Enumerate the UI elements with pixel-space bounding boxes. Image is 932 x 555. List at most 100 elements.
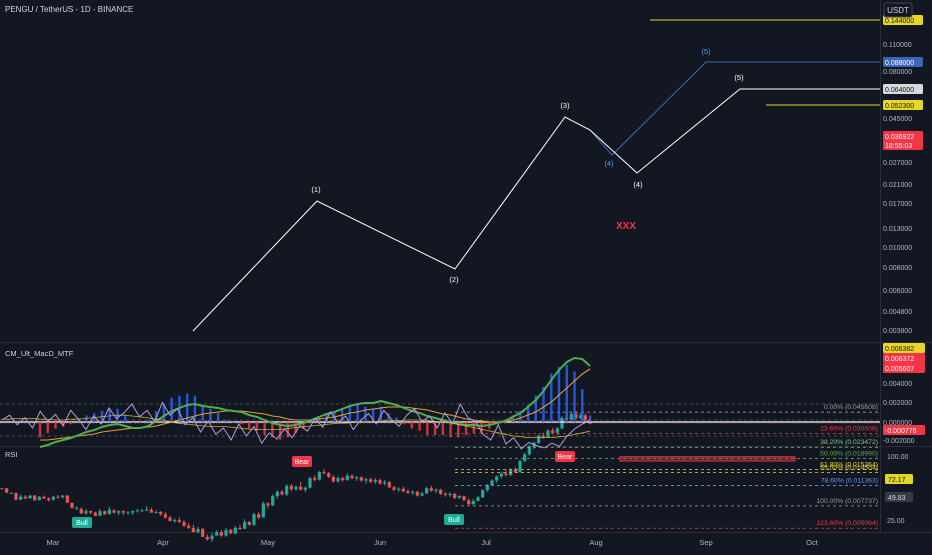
- macd-value-tag[interactable]: [883, 353, 925, 363]
- macd-histogram-bar: [263, 422, 266, 436]
- candle-body: [37, 496, 41, 501]
- candle-body: [56, 496, 60, 498]
- candle-body: [294, 486, 298, 490]
- candle-body: [70, 502, 74, 509]
- candle-body: [481, 490, 485, 498]
- candle-body: [415, 491, 419, 496]
- time-tick-label: Apr: [157, 538, 169, 547]
- candle-body: [485, 484, 489, 491]
- price-pane[interactable]: [0, 412, 880, 543]
- candle-body: [448, 493, 452, 496]
- candle-body: [182, 521, 186, 526]
- rsi-signal-badge[interactable]: [292, 456, 312, 467]
- elliott-wave-drawing[interactable]: (1) (2) (3) (4) (5) (4) (5): [192, 47, 880, 332]
- macd-histogram-bar: [526, 404, 530, 422]
- rsi-signal-badge[interactable]: [72, 517, 92, 528]
- time-tick-label: May: [261, 538, 275, 547]
- macd-histogram-bar: [209, 408, 212, 422]
- candle-body: [89, 511, 93, 513]
- macd-value-tag[interactable]: [883, 363, 925, 373]
- projection-blue[interactable]: [589, 61, 707, 156]
- macd-histogram-bar: [309, 422, 313, 423]
- price-tag[interactable]: [883, 140, 923, 150]
- macd-histogram-bar: [426, 422, 429, 436]
- candle-body: [5, 488, 9, 493]
- rsi-value-tag[interactable]: [885, 474, 913, 484]
- macd-histogram-bar: [410, 422, 414, 429]
- time-axis[interactable]: Mar Apr May Jun Jul Aug Sep Oct: [47, 538, 819, 547]
- price-tag-label: 18:55:03: [885, 143, 912, 150]
- price-tag-label: 0.036922: [885, 134, 914, 141]
- candle-body: [65, 495, 69, 503]
- price-tag[interactable]: [883, 131, 923, 141]
- price-tick-label: 0.010000: [883, 245, 912, 252]
- macd-histogram-bar: [433, 422, 437, 436]
- candle-body: [23, 496, 27, 499]
- target-zone-box[interactable]: [619, 456, 796, 462]
- candle-body: [149, 509, 153, 513]
- candle-body: [19, 496, 23, 500]
- candle-body: [103, 511, 107, 515]
- candle-body: [359, 477, 363, 481]
- price-tag[interactable]: [883, 100, 923, 110]
- candle-body: [551, 430, 555, 433]
- candle-body: [75, 508, 79, 510]
- macd-histogram-bar: [54, 422, 57, 429]
- macd-histogram-bar: [240, 422, 243, 425]
- rsi-signal-badge[interactable]: [555, 451, 575, 462]
- impulse-wave-path[interactable]: [192, 116, 591, 332]
- candle-body: [233, 527, 237, 534]
- currency-badge-box[interactable]: [883, 2, 913, 18]
- fib-level-label: 100.00% (0.007737): [816, 498, 878, 505]
- macd-histogram-bar: [573, 371, 576, 422]
- candle-body: [527, 446, 531, 455]
- rsi-title: RSI: [5, 450, 18, 459]
- price-axis[interactable]: 0.110000 0.080000 0.045000 0.027000 0.021000…: [883, 15, 925, 525]
- candle-body: [261, 503, 265, 518]
- candle-body: [47, 498, 51, 501]
- price-tick-label: 0.110000: [883, 42, 912, 49]
- candle-body: [350, 475, 354, 479]
- macd-histogram-bar: [278, 422, 282, 440]
- currency-badge[interactable]: USDT: [887, 6, 909, 15]
- candle-body: [154, 511, 158, 513]
- macd-histogram-bar: [131, 422, 135, 423]
- fibonacci-retracement[interactable]: 0.00% (0.045608) 23.60% (0.030508) 38.20% …: [455, 19, 880, 529]
- rsi-value-tag[interactable]: [885, 492, 913, 502]
- macd-value-tag-label: 0.005607: [885, 366, 914, 373]
- macd-tick-label: 0.004000: [883, 381, 912, 388]
- candle-body: [471, 500, 475, 505]
- price-tag[interactable]: [883, 57, 923, 67]
- macd-tick-label: 0.000000: [883, 420, 912, 427]
- rsi-signal-badge[interactable]: [444, 514, 464, 525]
- candle-body: [537, 435, 541, 443]
- candle-body: [392, 487, 396, 490]
- candle-body: [490, 480, 494, 485]
- candle-body: [177, 520, 181, 522]
- candle-body: [275, 491, 279, 497]
- projection-white[interactable]: [589, 88, 880, 174]
- price-tag[interactable]: [883, 84, 923, 94]
- candle-body: [546, 430, 550, 438]
- fib-level-label: 38.20% (0.023472): [820, 439, 878, 446]
- macd-value-tag[interactable]: [883, 425, 925, 435]
- rsi-pane[interactable]: Bull Bear Bull Bear: [0, 401, 880, 528]
- candle-body: [42, 496, 46, 499]
- macd-histogram-bar: [371, 408, 375, 422]
- price-tick-label: 0.004800: [883, 309, 912, 316]
- price-tag-label: 0.144000: [885, 18, 914, 25]
- candle-body: [210, 535, 214, 540]
- price-tick-label: 0.027000: [883, 160, 912, 167]
- macd-histogram-bar: [108, 408, 111, 422]
- candle-body: [107, 509, 111, 515]
- candle-body: [373, 480, 377, 482]
- wave-label: (5): [734, 73, 744, 82]
- macd-histogram-bar: [588, 415, 592, 422]
- rsi-signal-label: Bear: [558, 454, 573, 461]
- rsi-signal-label: Bear: [295, 459, 310, 466]
- candle-body: [439, 489, 443, 494]
- macd-value-tag[interactable]: [883, 343, 925, 353]
- macd-histogram-bar: [542, 386, 545, 422]
